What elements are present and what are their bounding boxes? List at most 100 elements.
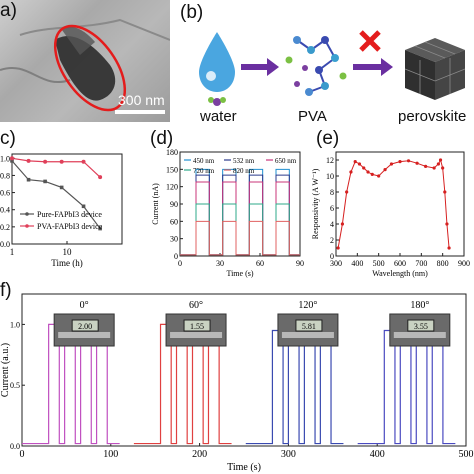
x-tick-label: 900 — [458, 259, 470, 268]
y-tick-label: 0.0 — [0, 240, 10, 249]
data-point — [406, 159, 411, 163]
data-point — [43, 179, 47, 184]
angle-label: 120° — [298, 300, 317, 311]
data-point — [81, 204, 86, 209]
tem-image — [0, 18, 170, 114]
x-tick-label: 500 — [459, 449, 474, 460]
data-point — [353, 160, 357, 164]
caliper-scale — [170, 332, 223, 338]
y-tick-label: 0.5 — [10, 381, 20, 390]
x-tick-label: 1 — [10, 247, 15, 257]
caliper-scale — [393, 332, 446, 338]
x-tick-label: 90 — [296, 259, 304, 268]
y-tick-label: 60 — [170, 217, 178, 226]
x-tick-label: 0 — [178, 259, 182, 268]
y-tick-label: 150 — [166, 165, 178, 174]
y-tick-label: 30 — [170, 235, 178, 244]
scheme-label-water: water — [200, 108, 237, 125]
data-point — [98, 175, 103, 180]
panel-b-label: (b) — [180, 2, 204, 23]
data-point — [447, 246, 451, 250]
data-point — [43, 159, 48, 164]
caliper-display — [407, 319, 435, 332]
caliper-reading: 5.81 — [302, 322, 316, 331]
data-point — [436, 162, 440, 166]
plot-frame — [21, 293, 467, 447]
x-axis-label: Time (s) — [226, 269, 253, 278]
caliper-display — [295, 319, 323, 332]
panel-e-label: (e) — [316, 128, 340, 149]
x-tick-label: 200 — [192, 449, 207, 460]
caliper-reading: 2.00 — [78, 322, 92, 331]
data-point — [349, 170, 353, 174]
data-point — [383, 168, 387, 172]
y-tick-label: 0.8 — [0, 171, 10, 180]
y-tick-label: 0.6 — [0, 189, 10, 198]
data-point — [366, 170, 370, 174]
caliper-scale — [281, 332, 334, 338]
y-tick-label: 12 — [326, 156, 334, 165]
y-axis-label: Current (nA) — [151, 183, 160, 225]
x-tick-label: 600 — [394, 259, 406, 268]
data-point — [81, 159, 86, 164]
x-tick-label: 400 — [351, 259, 363, 268]
scale-bar — [115, 110, 165, 114]
caliper-scale — [58, 332, 111, 338]
x-tick-label: 30 — [216, 259, 224, 268]
y-axis-label: Current (a.u.) — [0, 343, 11, 397]
data-point — [389, 162, 394, 166]
legend-label: Pure-FAPbI3 device — [37, 210, 102, 219]
tem-image-panel: 300 nm — [0, 0, 170, 122]
panel-d-label: (d) — [150, 128, 174, 149]
scalebar-label: 300 nm — [118, 92, 165, 108]
angle-label: 60° — [189, 300, 203, 311]
y-tick-label: 0 — [174, 252, 178, 261]
y-tick-label: 0.2 — [0, 223, 10, 232]
scheme-diagram — [199, 30, 466, 106]
x-axis-label: Wavelength (nm) — [372, 269, 428, 278]
series-line — [11, 160, 101, 229]
data-point — [415, 161, 419, 165]
y-tick-label: 0 — [330, 252, 334, 261]
x-tick-label: 300 — [281, 449, 296, 460]
plot-frame — [335, 151, 465, 257]
y-tick-label: 0.0 — [10, 442, 20, 451]
panel-a-label: a) — [0, 0, 17, 21]
legend-label: 532 nm — [233, 157, 255, 165]
panel-c-label: c) — [0, 128, 16, 149]
cross-icon — [359, 30, 381, 52]
series-line — [357, 329, 456, 445]
legend-label: PVA-FAPbI3 device — [37, 222, 103, 231]
data-point — [26, 177, 31, 182]
y-tick-label: 120 — [166, 183, 178, 192]
data-point — [441, 166, 445, 170]
y-tick-label: 8 — [330, 188, 334, 197]
data-point — [362, 166, 366, 170]
x-tick-label: 10 — [63, 247, 73, 257]
x-tick-label: 300 — [330, 259, 342, 268]
data-point — [424, 164, 428, 168]
x-axis-label: Time (s) — [227, 462, 261, 473]
y-tick-label: 4 — [330, 220, 334, 229]
data-point — [432, 166, 436, 170]
caliper-reading: 1.55 — [190, 322, 204, 331]
angle-label: 0° — [80, 300, 89, 311]
y-tick-label: 6 — [330, 204, 334, 213]
chart-d: 0 30 60 90 120 150 180 0 30 60 90 Time (s) Current (… — [151, 148, 304, 278]
panel-f-label: f) — [0, 280, 12, 301]
x-tick-label: 0 — [20, 449, 25, 460]
data-point — [59, 159, 64, 164]
x-tick-label: 400 — [370, 449, 385, 460]
caliper-reading: 3.55 — [414, 322, 428, 331]
x-tick-label: 60 — [256, 259, 264, 268]
data-point — [26, 158, 31, 163]
data-point — [357, 162, 362, 166]
x-tick-label: 500 — [373, 259, 385, 268]
data-point — [438, 158, 443, 162]
data-point — [336, 246, 340, 250]
data-point — [398, 160, 402, 164]
data-point — [10, 156, 14, 161]
scheme-label-pva: PVA — [298, 108, 327, 125]
series-line — [180, 220, 300, 256]
